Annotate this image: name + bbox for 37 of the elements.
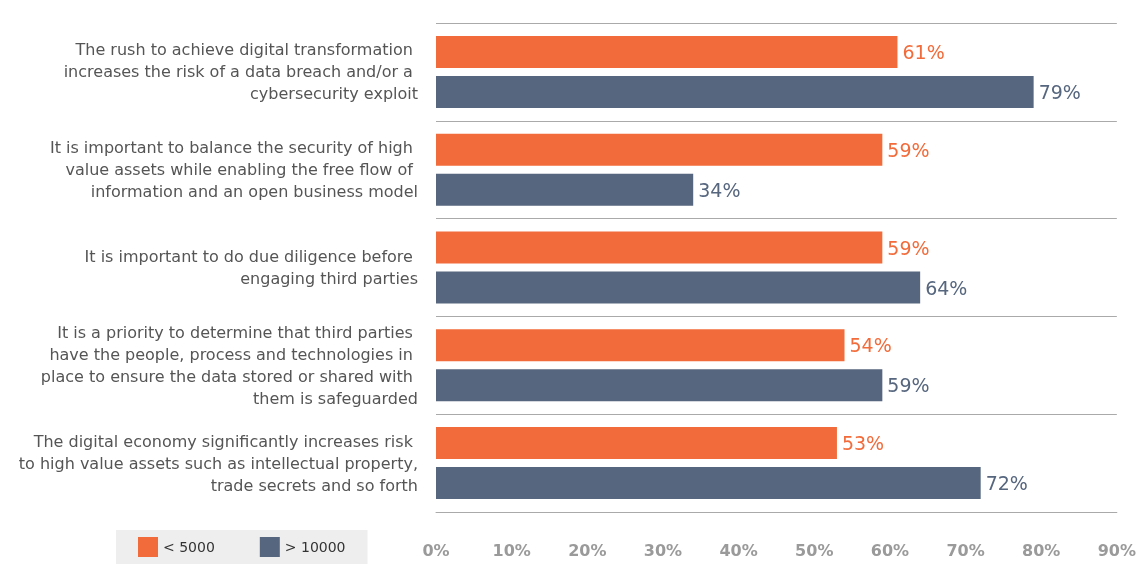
y-tick-label: The rush to achieve digital transformation increases the risk of a data breach and/or a cybersecurity exploit — [63, 40, 418, 104]
y-tick-label: It is important to do due diligence before engaging third parties — [84, 247, 418, 288]
bar — [436, 133, 883, 166]
data-label: 79% — [1038, 80, 1081, 103]
x-tick-label: 50% — [795, 540, 834, 560]
y-tick-label: It is important to balance the security of high value assets while enabling the free flow of information and an open business model — [49, 138, 418, 202]
bar — [436, 173, 694, 206]
data-label: 64% — [925, 276, 968, 299]
x-tick-label: 80% — [1022, 540, 1061, 560]
bar — [436, 35, 898, 68]
bar — [436, 369, 883, 402]
bar — [436, 467, 981, 500]
x-tick-label: 0% — [422, 540, 450, 560]
x-tick-label: 10% — [492, 540, 531, 560]
x-tick-label: 90% — [1097, 540, 1136, 560]
bar — [436, 231, 883, 264]
data-label: 72% — [985, 472, 1028, 495]
data-label: 59% — [887, 236, 930, 259]
data-label: 53% — [841, 432, 885, 455]
y-tick-label: The digital economy significantly increases risk to high value assets such as intellectual property, trade secrets and so forth — [18, 431, 418, 495]
x-tick-label: 30% — [643, 540, 683, 560]
bar — [436, 329, 845, 362]
legend-label: > 10000 — [284, 539, 346, 555]
bar — [436, 75, 1034, 108]
x-tick-label: 20% — [568, 540, 607, 560]
bar — [436, 427, 837, 460]
data-label: 59% — [887, 138, 930, 161]
x-tick-label: 40% — [719, 540, 758, 560]
data-label: 34% — [698, 178, 741, 201]
bar — [436, 271, 921, 304]
data-label: 61% — [902, 40, 945, 63]
x-tick-label: 70% — [946, 540, 985, 560]
legend-label: < 5000 — [163, 539, 215, 555]
data-label: 54% — [849, 334, 892, 357]
data-label: 59% — [887, 374, 930, 397]
x-tick-label: 60% — [870, 540, 910, 560]
y-tick-label: It is a priority to determine that third parties have the people, process and technologies in place to ensure the data stored or shared with them is safeguarded — [40, 322, 418, 408]
